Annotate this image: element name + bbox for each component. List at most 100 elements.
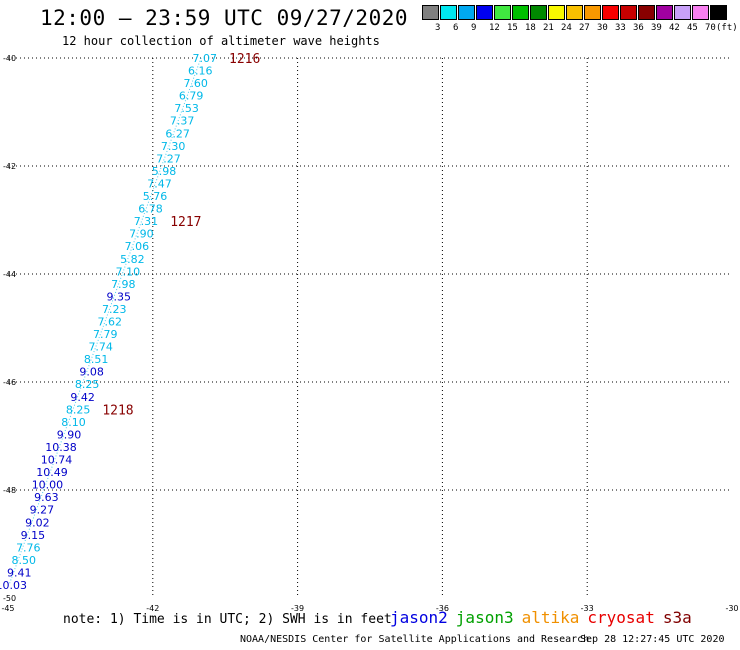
x-tick-label: -42 bbox=[146, 604, 159, 613]
legend-label: 39 bbox=[651, 23, 662, 33]
wave-height-label: 6.16 bbox=[188, 65, 213, 78]
legend-swatch bbox=[530, 5, 547, 20]
legend-label: 9 bbox=[471, 23, 477, 33]
map-subtitle: 12 hour collection of altimeter wave hei… bbox=[62, 34, 380, 48]
x-tick-label: -39 bbox=[291, 604, 304, 613]
legend-swatch bbox=[656, 5, 673, 20]
legend-swatch bbox=[458, 5, 475, 20]
legend-unit: (ft) bbox=[716, 23, 738, 33]
legend-swatch bbox=[674, 5, 691, 20]
wave-height-label: 10.00 bbox=[32, 479, 64, 492]
legend-swatch bbox=[566, 5, 583, 20]
wave-height-label: 7.31 bbox=[134, 215, 159, 228]
legend-swatch bbox=[584, 5, 601, 20]
legend-label: 27 bbox=[579, 23, 590, 33]
legend-swatch bbox=[638, 5, 655, 20]
wave-height-label: 10.49 bbox=[36, 466, 68, 479]
legend-label: 33 bbox=[615, 23, 626, 33]
legend-label: 70 bbox=[705, 23, 716, 33]
legend-swatch bbox=[710, 5, 727, 20]
satellite-cryosat: cryosat bbox=[587, 608, 655, 627]
wave-height-label: 5.76 bbox=[143, 190, 168, 203]
wave-height-label: 7.07 bbox=[193, 52, 218, 65]
legend-swatch bbox=[602, 5, 619, 20]
pass-time-label: 1218 bbox=[102, 403, 133, 418]
pass-time-label: 1216 bbox=[229, 52, 260, 67]
wave-height-label: 8.50 bbox=[12, 554, 37, 567]
legend-label: 30 bbox=[597, 23, 608, 33]
wave-height-label: 7.23 bbox=[102, 303, 127, 316]
wave-height-label: 6.78 bbox=[138, 203, 163, 216]
y-tick-label: -46 bbox=[3, 378, 16, 387]
legend-swatch bbox=[476, 5, 493, 20]
wave-height-label: 6.79 bbox=[179, 90, 204, 103]
wave-height-label: 9.63 bbox=[34, 491, 59, 504]
y-tick-label: -50 bbox=[3, 594, 16, 603]
legend-label: 15 bbox=[507, 23, 518, 33]
x-tick-label: -36 bbox=[436, 604, 449, 613]
wave-height-label: 7.62 bbox=[98, 316, 123, 329]
legend-swatch bbox=[548, 5, 565, 20]
wave-height-label: 7.06 bbox=[125, 240, 150, 253]
pass-time-label: 1217 bbox=[170, 215, 201, 230]
satellite-altika: altika bbox=[521, 608, 580, 627]
map-title: 12:00 – 23:59 UTC 09/27/2020 bbox=[40, 6, 409, 30]
wave-height-label: 7.74 bbox=[88, 341, 113, 354]
legend-swatch bbox=[620, 5, 637, 20]
wave-height-label: 5.82 bbox=[120, 253, 145, 266]
y-tick-label: -44 bbox=[3, 270, 16, 279]
wave-height-label: 10.03 bbox=[0, 579, 27, 592]
wave-height-label: 9.02 bbox=[25, 516, 50, 529]
legend-swatch bbox=[692, 5, 709, 20]
wave-height-label: 7.37 bbox=[170, 115, 195, 128]
wave-height-label: 9.08 bbox=[79, 366, 104, 379]
footer-timestamp: Sep 28 12:27:45 UTC 2020 bbox=[580, 634, 725, 645]
wave-height-label: 7.79 bbox=[93, 328, 118, 341]
wave-height-label: 8.25 bbox=[75, 378, 100, 391]
legend-label: 45 bbox=[687, 23, 698, 33]
wave-height-label: 7.60 bbox=[183, 77, 208, 90]
track-line bbox=[8, 57, 202, 586]
wave-height-label: 7.47 bbox=[147, 177, 172, 190]
wave-height-label: 9.42 bbox=[70, 391, 95, 404]
legend-label: 12 bbox=[489, 23, 500, 33]
satellite-s3a: s3a bbox=[662, 608, 692, 627]
wave-height-label: 7.90 bbox=[129, 228, 154, 241]
satellite-key: jason2 jason3 altika cryosat s3a bbox=[390, 608, 700, 627]
wave-height-label: 9.41 bbox=[7, 566, 32, 579]
y-tick-label: -42 bbox=[3, 162, 16, 171]
wave-height-label: 6.27 bbox=[165, 127, 190, 140]
footer-credit: NOAA/NESDIS Center for Satellite Applica… bbox=[240, 634, 590, 645]
wave-height-label: 7.53 bbox=[174, 102, 199, 115]
units-note: note: 1) Time is in UTC; 2) SWH is in fe… bbox=[63, 612, 392, 627]
wave-height-label: 7.30 bbox=[161, 140, 186, 153]
satellite-jason2: jason2 bbox=[390, 608, 448, 627]
wave-height-label: 9.27 bbox=[30, 504, 55, 517]
legend-label: 18 bbox=[525, 23, 536, 33]
legend-label: 24 bbox=[561, 23, 572, 33]
wave-height-label: 7.76 bbox=[16, 541, 41, 554]
wave-height-label: 8.51 bbox=[84, 353, 109, 366]
satellite-jason3: jason3 bbox=[455, 608, 514, 627]
x-tick-label: -33 bbox=[581, 604, 594, 613]
y-tick-label: -40 bbox=[3, 54, 16, 63]
x-tick-label: -30 bbox=[725, 604, 738, 613]
y-tick-label: -48 bbox=[3, 486, 16, 495]
wave-height-label: 7.27 bbox=[156, 152, 181, 165]
wave-height-label: 9.35 bbox=[107, 290, 132, 303]
legend-label: 36 bbox=[633, 23, 644, 33]
wave-height-label: 10.74 bbox=[41, 454, 73, 467]
legend-label: 42 bbox=[669, 23, 680, 33]
legend-swatch bbox=[512, 5, 529, 20]
wave-height-label: 5.98 bbox=[152, 165, 177, 178]
wave-height-label: 8.10 bbox=[61, 416, 86, 429]
legend-label: 21 bbox=[543, 23, 554, 33]
legend-label: 3 bbox=[435, 23, 441, 33]
legend-label: 6 bbox=[453, 23, 459, 33]
wave-height-label: 10.38 bbox=[45, 441, 77, 454]
legend-swatch bbox=[440, 5, 457, 20]
wave-height-label: 8.25 bbox=[66, 403, 91, 416]
x-tick-label: -45 bbox=[1, 604, 14, 613]
wave-height-label: 7.98 bbox=[111, 278, 136, 291]
